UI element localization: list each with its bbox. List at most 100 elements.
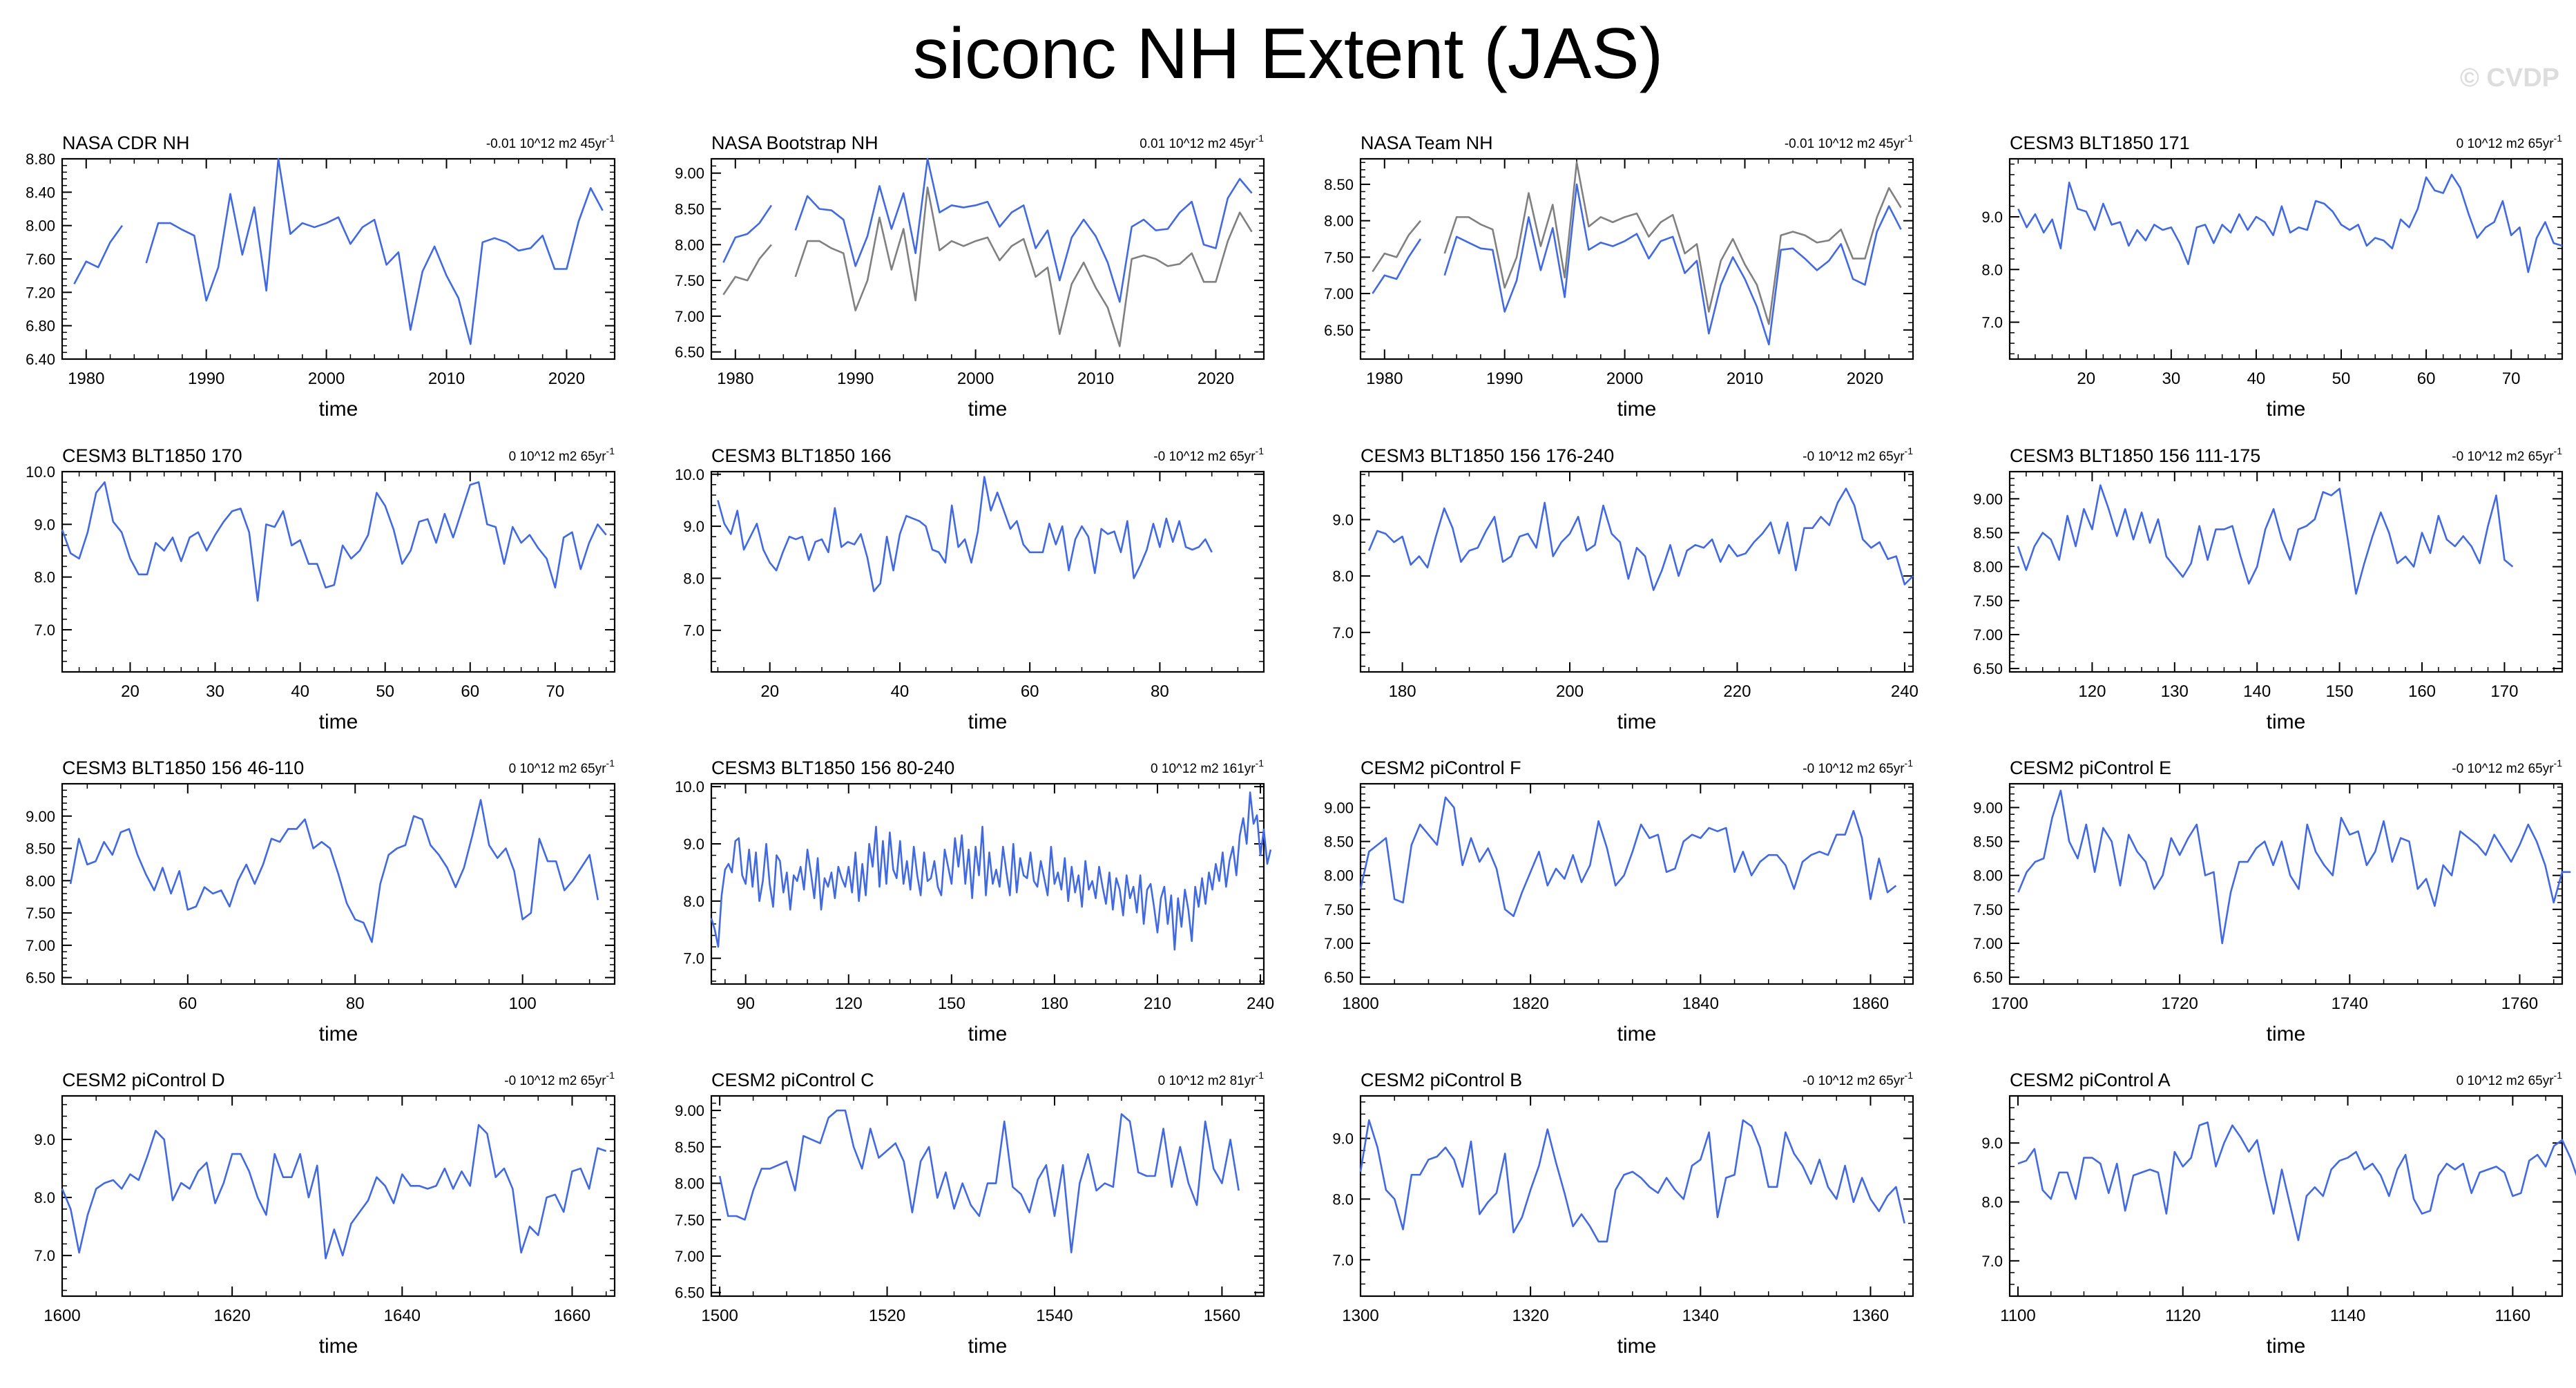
chart-8-title: CESM3 BLT1850 156 111-175 xyxy=(2010,445,2260,466)
chart-10-ytick-label: 9.0 xyxy=(683,836,704,853)
chart-1-title: NASA CDR NH xyxy=(62,133,190,153)
chart-13-trend-text: -0 10^12 m2 65yr xyxy=(504,1074,606,1088)
chart-8-frame xyxy=(2008,470,2564,673)
chart-7-xlabel: time xyxy=(1617,711,1657,733)
chart-8-ytick-label: 7.50 xyxy=(1973,592,2003,610)
chart-11-ytick-label: 8.50 xyxy=(1324,833,1354,851)
chart-15-ytick-label: 8.0 xyxy=(1332,1191,1354,1208)
chart-5-ytick-label: 9.0 xyxy=(34,516,55,533)
chart-1-trend-label: -0.01 10^12 m2 45yr-1 xyxy=(486,133,615,151)
chart-12-ytick-label: 7.00 xyxy=(1973,935,2003,952)
chart-5-xtick-label: 30 xyxy=(206,682,224,701)
chart-6-frame xyxy=(710,470,1265,673)
chart-11-ytick-label: 9.00 xyxy=(1324,799,1354,816)
chart-5-xtick-label: 20 xyxy=(121,682,140,701)
chart-4-xtick-label: 40 xyxy=(2247,369,2266,388)
chart-11-title: CESM2 piControl F xyxy=(1361,758,1521,778)
chart-1-ytick-label: 8.40 xyxy=(26,184,55,201)
chart-7-xtick-label: 180 xyxy=(1389,682,1416,701)
chart-13-ytick-label: 9.0 xyxy=(34,1131,55,1148)
chart-15-xtick-label: 1320 xyxy=(1512,1307,1548,1325)
chart-6-trend-text: -0 10^12 m2 65yr xyxy=(1153,450,1256,464)
chart-10-ytick-label: 10.0 xyxy=(675,778,704,796)
chart-3-xtick-label: 2010 xyxy=(1727,369,1763,388)
chart-12-trend-sup: -1 xyxy=(2554,758,2563,769)
chart-8-ytick-label: 7.00 xyxy=(1973,626,2003,644)
chart-3-trend-sup: -1 xyxy=(1905,133,1914,144)
chart-16-xtick-label: 1140 xyxy=(2330,1307,2366,1325)
chart-5-ytick-label: 7.0 xyxy=(34,621,55,639)
chart-10: 90 120 150 180 210 240 7.0 8.0 9.0 10.0 CESM3 BLT1… xyxy=(675,758,1274,1045)
chart-13-xtick-label: 1620 xyxy=(213,1307,250,1325)
chart-14-ytick-label: 7.50 xyxy=(675,1211,704,1228)
chart-12-ytick-label: 8.00 xyxy=(1973,867,2003,885)
chart-10-series-1-line xyxy=(710,791,1272,951)
chart-15-xlabel: time xyxy=(1617,1335,1657,1358)
chart-10-trend-text: 0 10^12 m2 161yr xyxy=(1151,762,1256,776)
chart-5-xtick-label: 70 xyxy=(546,682,564,701)
chart-2-xtick-label: 2020 xyxy=(1198,369,1234,388)
chart-13-title: CESM2 piControl D xyxy=(62,1070,225,1090)
chart-7-series-1-line xyxy=(1367,488,1914,591)
chart-1-ytick-label: 7.20 xyxy=(26,284,55,301)
chart-10-xtick-label: 150 xyxy=(938,994,965,1013)
chart-13-trend-label: -0 10^12 m2 65yr-1 xyxy=(504,1070,615,1088)
chart-9-ytick-label: 9.00 xyxy=(26,808,55,825)
chart-8-xtick-label: 170 xyxy=(2490,682,2518,701)
chart-9-frame xyxy=(61,782,616,985)
chart-15-ytick-label: 9.0 xyxy=(1332,1130,1354,1148)
chart-1-xtick-label: 1980 xyxy=(68,369,104,388)
chart-8-trend-text: -0 10^12 m2 65yr xyxy=(2452,450,2554,464)
chart-11-ytick-label: 8.00 xyxy=(1324,867,1354,885)
chart-11-frame xyxy=(1359,782,1914,985)
chart-3-ytick-label: 7.00 xyxy=(1324,285,1354,302)
chart-11-xtick-label: 1800 xyxy=(1342,994,1378,1013)
chart-7-xtick-label: 240 xyxy=(1891,682,1919,701)
chart-15: 1300 1320 1340 1360 7.0 8.0 9.0 CESM2 piControl… xyxy=(1332,1070,1914,1358)
chart-4-trend-text: 0 10^12 m2 65yr xyxy=(2457,137,2555,151)
chart-1-ytick-label: 8.00 xyxy=(26,218,55,235)
chart-9-xtick-label: 80 xyxy=(346,994,365,1013)
chart-11-trend-label: -0 10^12 m2 65yr-1 xyxy=(1803,758,1913,776)
chart-12-ytick-label: 6.50 xyxy=(1973,969,2003,986)
chart-5-title: CESM3 BLT1850 170 xyxy=(62,445,242,466)
chart-14-series-1-line xyxy=(718,1109,1240,1254)
chart-1-frame xyxy=(61,157,616,360)
chart-12-series-1-line xyxy=(2017,789,2571,945)
page-title: siconc NH Extent (JAS) xyxy=(912,14,1664,94)
chart-3-frame xyxy=(1359,157,1914,360)
chart-16-series-1-line xyxy=(2017,1121,2576,1242)
chart-11-ytick-label: 6.50 xyxy=(1324,969,1354,986)
chart-7-trend-sup: -1 xyxy=(1905,445,1914,456)
chart-2-series-1-line xyxy=(722,157,1253,303)
chart-5-xtick-label: 40 xyxy=(291,682,309,701)
chart-4-ytick-label: 9.0 xyxy=(1981,209,2003,226)
chart-10-xlabel: time xyxy=(968,1023,1008,1045)
chart-6-ytick-label: 7.0 xyxy=(683,622,704,639)
chart-16-frame xyxy=(2008,1095,2564,1298)
chart-1-ytick-label: 8.80 xyxy=(26,151,55,168)
chart-11-ytick-label: 7.00 xyxy=(1324,935,1354,952)
chart-12-xtick-label: 1740 xyxy=(2332,994,2368,1013)
chart-6-ytick-label: 10.0 xyxy=(675,466,704,483)
chart-2-ytick-label: 7.00 xyxy=(675,308,704,325)
chart-6: 20 40 60 80 7.0 8.0 9.0 10.0 CESM3 BLT1850 166 -0… xyxy=(675,445,1265,733)
chart-9-trend-label: 0 10^12 m2 65yr-1 xyxy=(509,758,615,776)
chart-5-xtick-label: 50 xyxy=(376,682,394,701)
chart-12-trend-label: -0 10^12 m2 65yr-1 xyxy=(2452,758,2562,776)
chart-3-title: NASA Team NH xyxy=(1361,133,1493,153)
chart-8-ytick-label: 6.50 xyxy=(1973,660,2003,677)
chart-6-series-1-line xyxy=(717,476,1213,592)
chart-7-ytick-label: 7.0 xyxy=(1332,624,1354,642)
chart-4-xtick-label: 30 xyxy=(2162,369,2180,388)
chart-11-series-1-line xyxy=(1359,796,1897,917)
chart-2: 1980 1990 2000 2010 2020 6.50 7.00 7.50 8.00 8.50… xyxy=(675,133,1265,421)
chart-4-ytick-label: 8.0 xyxy=(1981,261,2003,278)
chart-3-xtick-label: 1990 xyxy=(1486,369,1523,388)
chart-11-xlabel: time xyxy=(1617,1023,1657,1045)
chart-4-trend-label: 0 10^12 m2 65yr-1 xyxy=(2457,133,2563,151)
cvdp-watermark: © CVDP xyxy=(2459,64,2559,93)
chart-9-xtick-label: 100 xyxy=(509,994,537,1013)
chart-16-xtick-label: 1160 xyxy=(2495,1307,2531,1325)
